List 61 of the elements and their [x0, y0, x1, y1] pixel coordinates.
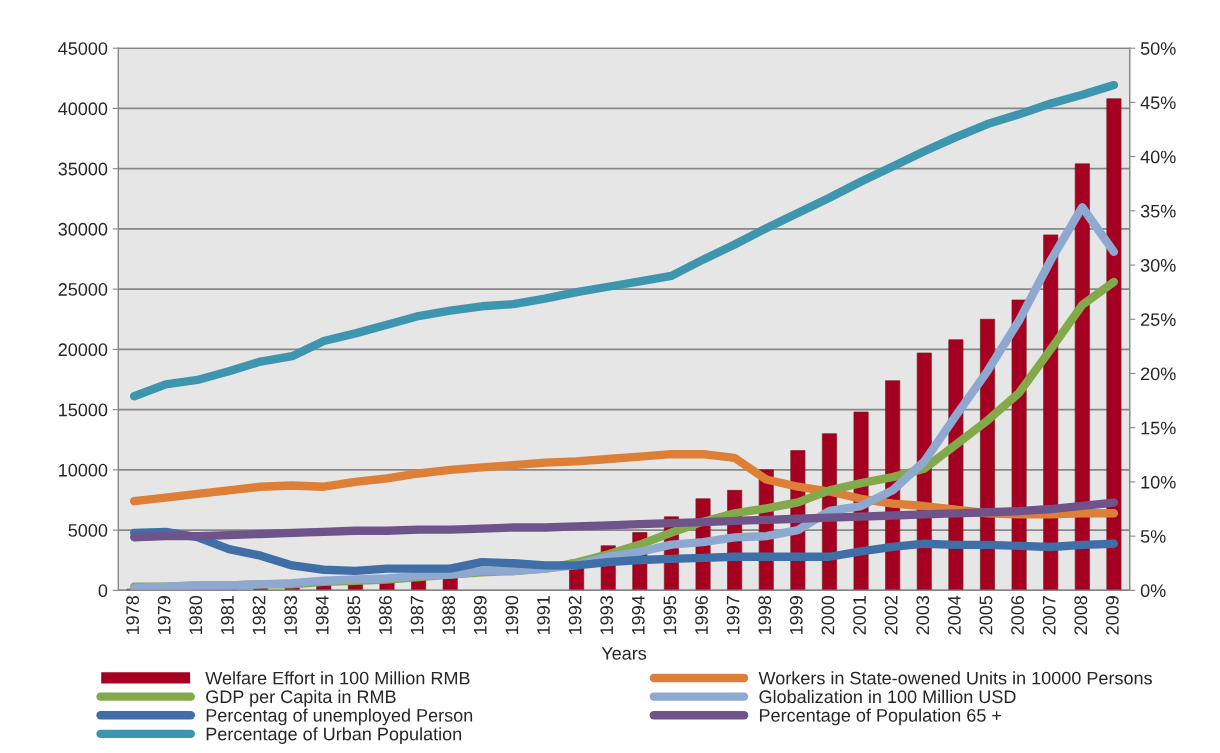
x-tick-label: 1995	[663, 595, 677, 634]
x-tick-label: 1982	[252, 596, 266, 634]
x-tick-label: 1989	[473, 596, 487, 634]
x-tick-label: 2004	[947, 595, 961, 635]
legend-label: Percentage of Urban Population	[206, 727, 462, 744]
y2-tick-label: 30%	[1140, 258, 1176, 272]
x-axis-title: Years	[601, 647, 647, 660]
y-tick-label: 45000	[58, 42, 108, 55]
legend-label: GDP per Capita in RMB	[206, 689, 396, 707]
y-tick-label: 30000	[58, 222, 108, 236]
y2-tick-label: 40%	[1140, 150, 1176, 164]
x-tick-label: 1988	[442, 595, 456, 634]
legend-label: Percentage of Population 65 +	[759, 708, 1002, 726]
y-tick-label: 5000	[68, 524, 108, 537]
x-tick-label: 1990	[505, 595, 519, 634]
x-tick-label: 1985	[347, 595, 361, 634]
x-tick-label: 2000	[821, 595, 835, 635]
x-tick-label: 2006	[1011, 596, 1024, 635]
x-tick-label: 1983	[284, 596, 298, 634]
y2-tick-label: 10%	[1141, 475, 1176, 489]
x-tick-label: 2005	[979, 595, 993, 635]
y-tick-label: 35000	[58, 162, 108, 176]
x-tick-label: 2002	[884, 596, 898, 635]
y-tick-label: 20000	[58, 343, 108, 357]
y-tick-label: 40000	[58, 102, 108, 116]
x-tick-label: 1984	[315, 595, 329, 634]
legend-label: Globalization in 100 Million USD	[759, 689, 1016, 704]
y-tick-label: 25000	[58, 283, 108, 296]
legend-label: Workers in State-owened Units in 10000 Persons	[758, 671, 1152, 685]
x-tick-label: 1978	[126, 595, 139, 634]
x-tick-label: 1981	[221, 596, 234, 634]
x-tick-label: 1980	[189, 595, 203, 634]
x-tick-label: 2007	[1042, 596, 1056, 635]
y2-tick-label: 25%	[1141, 313, 1176, 326]
y2-tick-label: 35%	[1140, 204, 1176, 218]
x-tick-label: 2008	[1074, 595, 1088, 635]
x-tick-label: 1987	[410, 596, 424, 634]
x-tick-label: 2009	[1105, 596, 1119, 635]
y2-tick-label: 20%	[1141, 367, 1176, 381]
x-tick-label: 1986	[379, 596, 392, 634]
x-tick-label: 1991	[537, 596, 550, 634]
x-tick-label: 1999	[789, 596, 803, 634]
y2-tick-label: 50%	[1140, 42, 1176, 55]
x-tick-label: 2003	[916, 596, 930, 635]
x-tick-label: 1997	[726, 596, 740, 634]
legend-label: Percentag of unemployed Person	[206, 708, 473, 726]
x-tick-label: 1996	[695, 596, 708, 634]
x-tick-label: 1979	[157, 596, 171, 634]
y2-tick-label: 15%	[1141, 421, 1176, 435]
y2-tick-label: 5%	[1140, 530, 1166, 543]
x-tick-label: 2001	[853, 596, 866, 635]
legend-label: Welfare Effort in 100 Million RMB	[205, 671, 470, 685]
x-tick-label: 1994	[631, 595, 645, 634]
y2-tick-label: 0%	[1140, 584, 1166, 598]
y-tick-label: 10000	[59, 463, 108, 477]
y-tick-label: 15000	[59, 403, 108, 417]
x-tick-label: 1993	[600, 596, 614, 634]
x-tick-label: 1992	[568, 596, 582, 634]
y-tick-label: 0	[98, 584, 108, 598]
y2-tick-label: 45%	[1140, 96, 1176, 110]
x-tick-label: 1998	[758, 595, 772, 634]
